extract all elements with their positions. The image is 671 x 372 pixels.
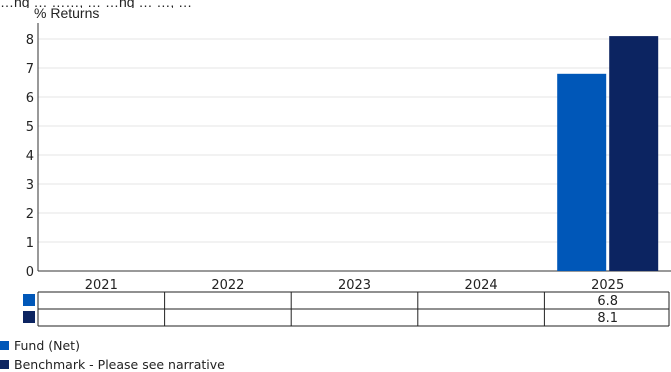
legend-label-benchmark: Benchmark - Please see narrative — [14, 357, 225, 372]
table-value: 8.1 — [597, 311, 618, 326]
table-value: 6.8 — [597, 294, 618, 309]
y-tick-label: 6 — [26, 91, 34, 106]
x-tick-label: 2025 — [591, 278, 624, 293]
bar-benchmark-2025 — [609, 36, 659, 271]
y-tick-label: 8 — [26, 33, 34, 48]
x-tick-label: 2022 — [211, 278, 244, 293]
benchmark-swatch — [0, 360, 9, 369]
legend-label-fund: Fund (Net) — [14, 338, 80, 353]
x-tick-label: 2024 — [465, 278, 498, 293]
legend-item-fund: Fund (Net) — [0, 338, 80, 353]
y-tick-label: 4 — [26, 149, 34, 164]
truncated-header-text: …ng … ……, … …ng … …, … — [0, 0, 193, 8]
y-tick-label: 5 — [26, 120, 34, 135]
y-tick-label: 1 — [26, 236, 34, 251]
x-tick-label: 2021 — [85, 278, 118, 293]
legend-item-benchmark: Benchmark - Please see narrative — [0, 357, 225, 372]
table-swatch-fund — [23, 294, 35, 306]
y-tick-label: 3 — [26, 178, 34, 193]
y-tick-label: 0 — [26, 265, 34, 280]
x-tick-label: 2023 — [338, 278, 371, 293]
fund-swatch — [0, 341, 9, 350]
y-tick-label: 2 — [26, 207, 34, 222]
y-tick-label: 7 — [26, 62, 34, 77]
y-axis-label: % Returns — [34, 5, 100, 21]
table-swatch-benchmark — [23, 311, 35, 323]
bar-fund-2025 — [557, 73, 607, 271]
